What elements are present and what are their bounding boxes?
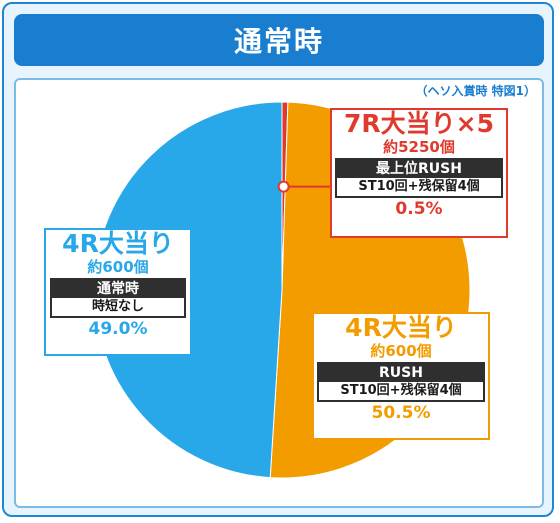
callout-4r-rush-sub: 約600個 <box>370 342 432 360</box>
callout-4r-rush: 4R大当り 約600個 RUSH ST10回+残保留4個 50.5% <box>312 312 490 440</box>
callout-7r-label: 7R大当り×5 <box>344 109 494 138</box>
callout-4r-normal-sub: 約600個 <box>87 258 149 276</box>
callout-4r-normal-percent: 49.0% <box>88 319 148 339</box>
chart-title: 通常時 <box>14 14 544 66</box>
leader-dot-7r <box>277 180 290 193</box>
chart-note: （ヘソ入賞時 特図1） <box>415 84 536 98</box>
callout-7r-tag-bottom: ST10回+残保留4個 <box>337 178 501 196</box>
callout-7r-tag-top: 最上位RUSH <box>376 161 462 177</box>
callout-4r-normal: 4R大当り 約600個 通常時 時短なし 49.0% <box>44 228 192 356</box>
callout-4r-rush-tag-bottom: ST10回+残保留4個 <box>319 382 483 400</box>
callout-4r-rush-tag-top: RUSH <box>379 365 423 381</box>
callout-4r-normal-label: 4R大当り <box>62 229 174 258</box>
callout-7r-tag: 最上位RUSH ST10回+残保留4個 <box>335 158 503 198</box>
callout-7r-percent: 0.5% <box>395 199 443 219</box>
callout-4r-rush-percent: 50.5% <box>371 403 431 423</box>
callout-7r: 7R大当り×5 約5250個 最上位RUSH ST10回+残保留4個 0.5% <box>330 108 508 238</box>
callout-4r-rush-label: 4R大当り <box>345 313 457 342</box>
callout-4r-normal-tag-bottom: 時短なし <box>52 298 184 316</box>
callout-4r-normal-tag-top: 通常時 <box>97 281 139 297</box>
callout-7r-sub: 約5250個 <box>383 138 455 156</box>
callout-4r-normal-tag: 通常時 時短なし <box>50 278 186 318</box>
callout-4r-rush-tag: RUSH ST10回+残保留4個 <box>317 362 485 402</box>
